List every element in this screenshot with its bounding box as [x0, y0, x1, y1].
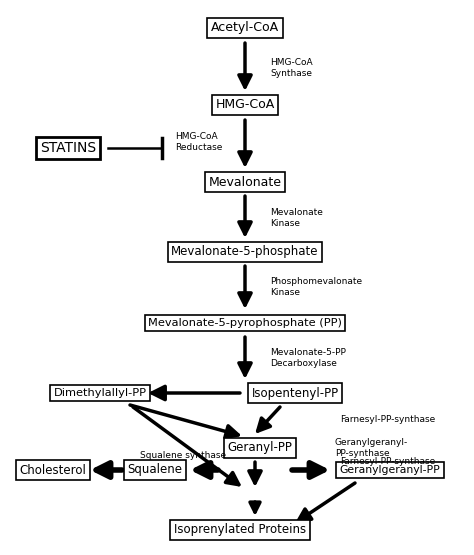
- Text: Isopentenyl-PP: Isopentenyl-PP: [251, 386, 338, 400]
- Text: Dimethylallyl-PP: Dimethylallyl-PP: [54, 388, 146, 398]
- Text: HMG-CoA
Reductase: HMG-CoA Reductase: [175, 132, 222, 152]
- Text: Mevalonate-5-PP
Decarboxylase: Mevalonate-5-PP Decarboxylase: [270, 349, 346, 368]
- Text: Mevalonate-5-pyrophosphate (PP): Mevalonate-5-pyrophosphate (PP): [148, 318, 342, 328]
- Text: Geranylgeranyl-
PP-synthase: Geranylgeranyl- PP-synthase: [335, 438, 408, 458]
- Text: STATINS: STATINS: [40, 141, 96, 155]
- Text: Farnesyl-PP-synthase: Farnesyl-PP-synthase: [340, 416, 435, 425]
- Text: Mevalonate
Kinase: Mevalonate Kinase: [270, 208, 323, 228]
- Text: Squalene synthase: Squalene synthase: [140, 451, 226, 460]
- Text: Acetyl-CoA: Acetyl-CoA: [211, 22, 279, 34]
- Text: Squalene: Squalene: [128, 463, 182, 477]
- Text: HMG-CoA
Synthase: HMG-CoA Synthase: [270, 58, 313, 78]
- Text: Mevalonate-5-phosphate: Mevalonate-5-phosphate: [171, 245, 319, 259]
- Text: HMG-CoA: HMG-CoA: [215, 98, 274, 112]
- Text: Farnesyl-PP-synthase: Farnesyl-PP-synthase: [340, 457, 435, 467]
- Text: Geranyl-PP: Geranyl-PP: [228, 441, 292, 455]
- Text: Isoprenylated Proteins: Isoprenylated Proteins: [174, 523, 306, 537]
- Text: Mevalonate: Mevalonate: [209, 175, 282, 189]
- Text: Phosphomevalonate
Kinase: Phosphomevalonate Kinase: [270, 278, 362, 297]
- Text: Geranylgeranyl-PP: Geranylgeranyl-PP: [340, 465, 440, 475]
- Text: Cholesterol: Cholesterol: [19, 463, 86, 477]
